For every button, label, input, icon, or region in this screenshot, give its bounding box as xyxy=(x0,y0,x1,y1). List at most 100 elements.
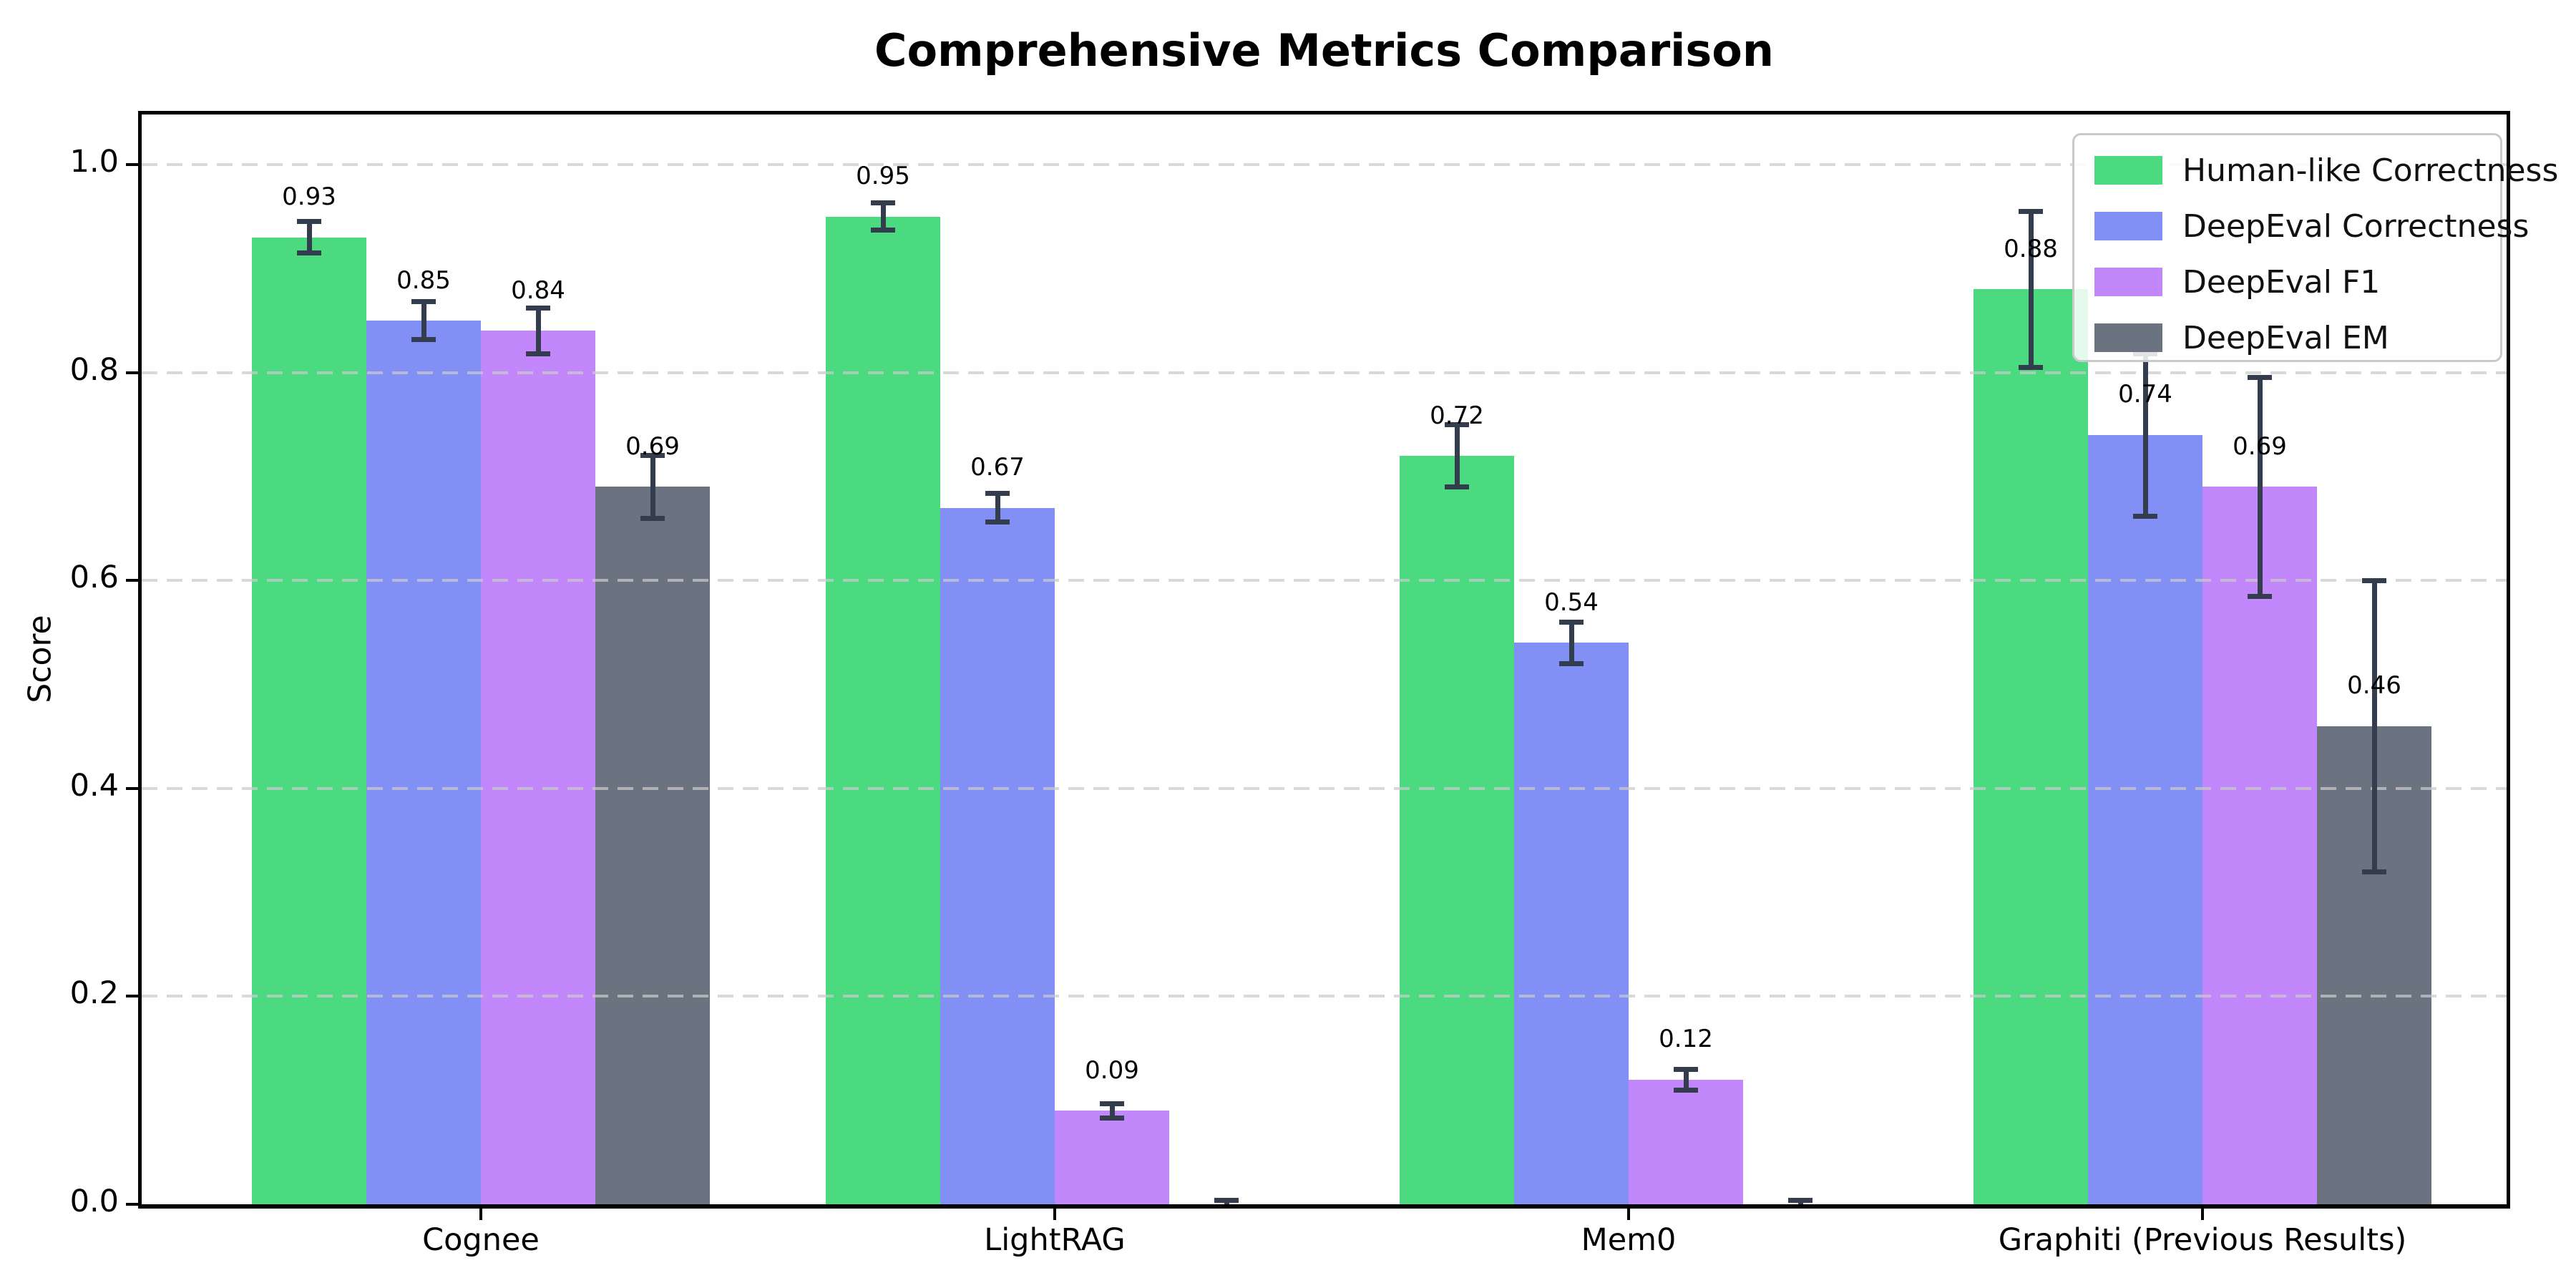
error-bar-line xyxy=(2371,580,2377,872)
error-bar-cap xyxy=(1100,1115,1124,1121)
error-bar-cap xyxy=(1214,1197,1239,1203)
bar-value-label: 0.09 xyxy=(1085,1055,1139,1085)
error-bar-cap xyxy=(1445,484,1469,489)
bar xyxy=(1055,1111,1169,1204)
error-bar-cap xyxy=(526,351,550,356)
x-tick-label: Mem0 xyxy=(1581,1222,1677,1258)
error-bar-line xyxy=(2142,353,2148,517)
y-tick-label: 1.0 xyxy=(69,144,119,180)
x-tick-label: LightRAG xyxy=(984,1222,1126,1258)
error-bar-line xyxy=(1568,622,1574,664)
error-bar-line xyxy=(421,301,426,340)
bar xyxy=(940,507,1055,1204)
chart-title: Comprehensive Metrics Comparison xyxy=(874,24,1775,77)
bar-value-label: 0.54 xyxy=(1544,588,1599,618)
error-bar-cap xyxy=(985,519,1010,525)
bar-value-label: 0.69 xyxy=(2233,432,2287,462)
y-tick-mark xyxy=(126,371,138,374)
error-bar-cap xyxy=(2133,513,2157,519)
y-tick-mark xyxy=(126,1203,138,1206)
error-bar-line xyxy=(1109,1103,1115,1118)
bar xyxy=(1629,1079,1743,1204)
y-tick-mark xyxy=(126,995,138,998)
gridline xyxy=(142,995,2507,998)
x-tick-label: Cognee xyxy=(422,1222,540,1258)
error-bar-line xyxy=(2028,211,2034,368)
error-bar-cap xyxy=(2362,577,2386,583)
legend-label: DeepEval Correctness xyxy=(2182,208,2529,245)
error-bar-cap xyxy=(297,219,321,225)
legend: Human-like Correctness DeepEval Correctne… xyxy=(2072,133,2558,362)
error-bar-line xyxy=(535,308,541,354)
x-tick-mark xyxy=(2201,1209,2204,1220)
error-bar-cap xyxy=(411,299,436,305)
error-bar-cap xyxy=(985,490,1010,496)
legend-item: DeepEval F1 xyxy=(2094,254,2500,310)
bar-value-label: 0.46 xyxy=(2347,671,2401,701)
x-tick-label: Graphiti (Previous Results) xyxy=(1998,1222,2407,1258)
legend-item: DeepEval Correctness xyxy=(2094,198,2529,254)
legend-label: DeepEval F1 xyxy=(2182,263,2381,301)
error-bar-cap xyxy=(2248,375,2272,381)
bar xyxy=(2202,487,2317,1204)
error-bar-line xyxy=(2257,377,2263,596)
error-bar-cap xyxy=(1214,1206,1239,1209)
error-bar-cap xyxy=(1559,660,1584,666)
bar-value-label: 0.85 xyxy=(396,265,451,295)
error-bar-cap xyxy=(2362,869,2386,874)
error-bar-cap xyxy=(526,306,550,311)
error-bar-cap xyxy=(2019,364,2043,370)
y-tick-label: 0.6 xyxy=(69,560,119,596)
bar-value-label: 0.74 xyxy=(2118,380,2172,409)
bar-value-label: 0.12 xyxy=(1659,1025,1713,1054)
x-tick-mark xyxy=(1053,1209,1056,1220)
error-bar-cap xyxy=(2019,208,2043,214)
x-tick-mark xyxy=(1627,1209,1630,1220)
legend-item: DeepEval EM xyxy=(2094,310,2500,366)
bar xyxy=(366,320,481,1204)
error-bar-cap xyxy=(2248,593,2272,599)
error-bar-line xyxy=(1454,424,1460,487)
bar xyxy=(1514,643,1629,1204)
error-bar-cap xyxy=(871,200,895,206)
bar xyxy=(481,331,595,1204)
bar xyxy=(1400,455,1514,1204)
error-bar-cap xyxy=(411,336,436,342)
bar-value-label: 0.95 xyxy=(856,162,910,191)
y-tick-mark xyxy=(126,786,138,790)
bar-value-label: 0.67 xyxy=(970,453,1025,482)
bar-value-label: 0.93 xyxy=(282,182,336,212)
y-tick-label: 0.8 xyxy=(69,351,119,388)
error-bar-line xyxy=(306,221,312,253)
gridline xyxy=(142,371,2507,374)
error-bar-cap xyxy=(1674,1087,1698,1093)
bar xyxy=(252,237,366,1204)
legend-label: DeepEval EM xyxy=(2182,319,2389,356)
bar xyxy=(1974,289,2088,1204)
y-tick-mark xyxy=(126,163,138,166)
y-tick-label: 0.2 xyxy=(69,975,119,1012)
y-tick-label: 0.0 xyxy=(69,1184,119,1219)
error-bar-cap xyxy=(1788,1197,1813,1203)
legend-swatch xyxy=(2094,212,2162,240)
error-bar-cap xyxy=(871,228,895,233)
bar-value-label: 0.69 xyxy=(625,432,680,462)
error-bar-cap xyxy=(640,515,665,521)
y-tick-label: 0.4 xyxy=(69,767,119,804)
legend-item: Human-like Correctness xyxy=(2094,142,2558,198)
error-bar-line xyxy=(1683,1069,1689,1091)
error-bar-line xyxy=(880,203,886,230)
y-tick-mark xyxy=(126,579,138,582)
error-bar-cap xyxy=(1788,1206,1813,1209)
error-bar-cap xyxy=(1674,1066,1698,1072)
gridline xyxy=(142,786,2507,790)
bar-value-label: 0.84 xyxy=(511,276,565,306)
error-bar-cap xyxy=(1559,619,1584,625)
bar-value-label: 0.88 xyxy=(2004,235,2058,264)
bar xyxy=(2088,434,2202,1204)
y-axis-label: Score xyxy=(21,615,59,703)
error-bar-line xyxy=(995,493,1000,522)
x-tick-mark xyxy=(479,1209,482,1220)
error-bar-cap xyxy=(1100,1101,1124,1106)
gridline xyxy=(142,579,2507,582)
